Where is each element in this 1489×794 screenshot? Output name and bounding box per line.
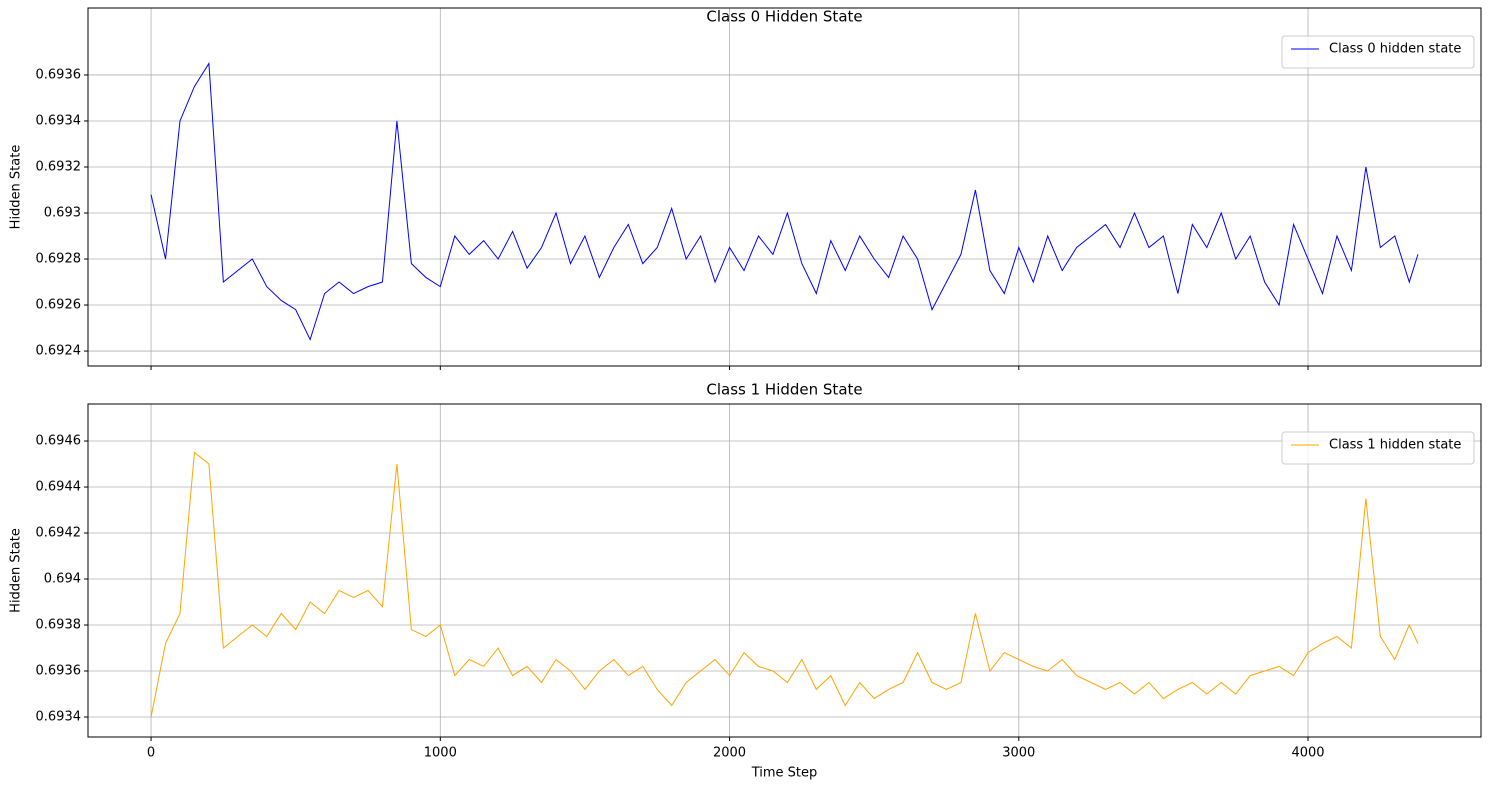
x-axis-label: Time Step [751, 766, 818, 781]
y-tick-label: 0.6936 [36, 67, 82, 82]
x-tick-label: 1000 [424, 746, 457, 761]
x-tick-label: 3000 [1002, 746, 1035, 761]
x-tick-label: 4000 [1291, 746, 1324, 761]
axes-frame [87, 403, 1482, 738]
y-tick-label: 0.6924 [36, 344, 82, 359]
series-line [150, 61, 1419, 341]
axes-frame [87, 7, 1482, 367]
legend-label: Class 0 hidden state [1329, 42, 1461, 57]
y-tick-label: 0.6938 [36, 618, 82, 633]
y-tick-label: 0.6944 [36, 480, 82, 495]
y-axis-label: Hidden State [9, 145, 24, 230]
y-tick-label: 0.6934 [36, 113, 82, 128]
legend-label: Class 1 hidden state [1329, 438, 1461, 453]
y-tick-label: 0.6932 [36, 159, 82, 174]
subplot: 0.6934 0.6936 0.6938 0.694 0.6942 0.6944 0.694… [9, 381, 1482, 781]
y-tick-label: 0.694 [44, 572, 81, 587]
y-tick-label: 0.6926 [36, 298, 82, 313]
subplot-title: Class 0 Hidden State [706, 8, 862, 26]
legend-box [1281, 35, 1475, 69]
y-tick-label: 0.6936 [36, 663, 82, 678]
subplot: 0.6924 0.6926 0.6928 0.693 0.6932 0.6934 0.693… [9, 7, 1482, 370]
x-tick-label: 0 [147, 746, 155, 761]
legend-box [1281, 431, 1475, 465]
x-tick-label: 2000 [713, 746, 746, 761]
y-tick-label: 0.6942 [36, 526, 82, 541]
y-axis-label: Hidden State [9, 528, 24, 613]
y-tick-label: 0.693 [44, 205, 81, 220]
y-tick-label: 0.6946 [36, 434, 82, 449]
y-tick-label: 0.6934 [36, 709, 82, 724]
series-line [150, 451, 1419, 718]
y-tick-label: 0.6928 [36, 252, 82, 267]
subplot-title: Class 1 Hidden State [706, 381, 862, 399]
